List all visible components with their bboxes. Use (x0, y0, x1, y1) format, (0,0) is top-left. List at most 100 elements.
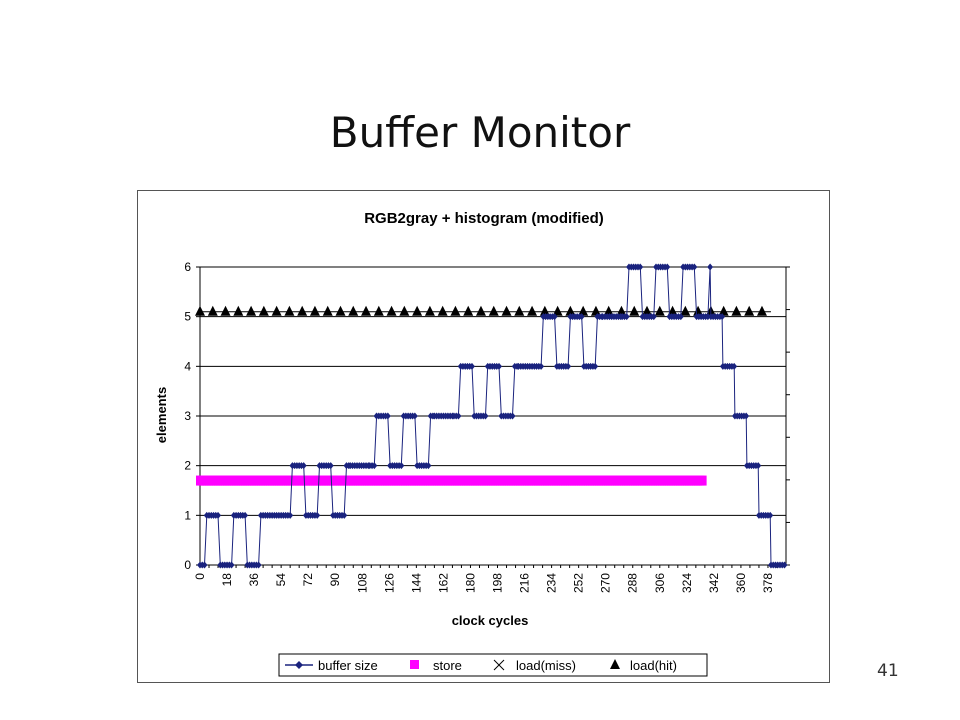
load-hit-point (361, 305, 372, 316)
x-tick-label: 108 (355, 573, 369, 593)
load-hit-point (322, 305, 333, 316)
buffer-size-point (592, 362, 599, 370)
x-tick-label: 252 (572, 573, 586, 593)
store-series (196, 475, 707, 486)
load-hit-point (744, 305, 755, 316)
load-hit-point (386, 305, 397, 316)
buffer-size-point (300, 462, 307, 470)
slide-title: Buffer Monitor (329, 108, 631, 157)
load-hit-point (514, 305, 525, 316)
legend-store-label: store (433, 658, 462, 673)
load-hit-point (348, 305, 359, 316)
load-hit-point (450, 305, 461, 316)
buffer-size-point (411, 412, 418, 420)
buffer-size-point (455, 412, 462, 420)
legend-box (278, 653, 708, 677)
buffer-size-point (201, 561, 208, 569)
load-hit-series (195, 305, 771, 316)
load-hit-point (680, 305, 691, 316)
chart-svg: RGB2gray + histogram (modified) 0123456 … (154, 210, 790, 677)
store-point (698, 475, 707, 486)
buffer-size-point (255, 561, 262, 569)
load-hit-point (488, 305, 499, 316)
x-tick-label: 54 (274, 573, 288, 587)
load-hit-point (578, 305, 589, 316)
load-hit-point (258, 305, 269, 316)
load-hit-point (246, 305, 257, 316)
y-tick-label: 2 (184, 459, 191, 473)
buffer-size-point (565, 362, 572, 370)
x-tick-labels: 0 18 36 54 72 90 108 126 144 162 180 198 216 234 252 27… (193, 573, 775, 593)
load-hit-point (693, 305, 704, 316)
x-tick-label: 36 (247, 573, 261, 587)
buffer-size-point (755, 462, 762, 470)
load-hit-point (539, 305, 550, 316)
y-tick-label: 5 (184, 310, 191, 324)
buffer-size-point (664, 263, 671, 271)
buffer-size-point (578, 313, 585, 321)
x-tick-label: 72 (301, 573, 315, 587)
page-number: 41 (877, 661, 899, 681)
load-hit-point (590, 305, 601, 316)
x-tick-label: 306 (653, 573, 667, 593)
load-hit-point (284, 305, 295, 316)
y-tick-label: 0 (184, 558, 191, 572)
buffer-size-point (468, 362, 475, 370)
y-tick-label: 1 (184, 508, 191, 522)
load-hit-point (616, 305, 627, 316)
x-tick-label: 378 (761, 573, 775, 593)
load-hit-point (399, 305, 410, 316)
x-tick-label: 162 (436, 573, 450, 593)
load-hit-point (195, 305, 205, 316)
load-hit-point (412, 305, 423, 316)
load-hit-point (463, 305, 474, 316)
buffer-size-point (341, 511, 348, 519)
buffer-size-point (496, 362, 503, 370)
y-tick-label: 4 (184, 359, 191, 373)
buffer-size-point (215, 511, 222, 519)
buffer-size-point (287, 511, 294, 519)
y-tick-label: 3 (184, 409, 191, 423)
load-hit-point (603, 305, 614, 316)
load-hit-point (565, 305, 576, 316)
load-hit-point (335, 305, 346, 316)
buffer-size-point (371, 462, 378, 470)
legend-store-marker (410, 660, 419, 669)
load-hit-point (756, 305, 767, 316)
buffer-size-point (482, 412, 489, 420)
load-hit-point (475, 305, 486, 316)
buffer-size-point (551, 313, 558, 321)
x-tick-label: 0 (193, 573, 207, 580)
buffer-size-point (425, 462, 432, 470)
x-tick-label: 90 (328, 573, 342, 587)
chart-title: RGB2gray + histogram (modified) (364, 210, 604, 227)
load-hit-point (207, 305, 218, 316)
load-hit-point (501, 305, 512, 316)
x-tick-label: 126 (382, 573, 396, 593)
buffer-size-point (327, 462, 334, 470)
load-hit-point (718, 305, 729, 316)
legend-buffer-marker (295, 661, 303, 669)
load-hit-point (271, 305, 282, 316)
load-hit-point (629, 305, 640, 316)
buffer-size-point (743, 412, 750, 420)
load-hit-point (527, 305, 538, 316)
x-tick-label: 198 (491, 573, 505, 593)
buffer-size-point (538, 362, 545, 370)
legend-miss-marker (493, 659, 505, 671)
load-hit-point (309, 305, 320, 316)
y-tick-label: 6 (184, 260, 191, 274)
load-hit-point (667, 305, 678, 316)
x-tick-label: 342 (707, 573, 721, 593)
x-tick-label: 144 (409, 573, 423, 593)
load-hit-point (731, 305, 742, 316)
x-tick-label: 270 (599, 573, 613, 593)
x-tick-label: 234 (545, 573, 559, 593)
axis-layer (196, 266, 790, 568)
x-tick-label: 180 (463, 573, 477, 593)
load-hit-point (642, 305, 653, 316)
load-hit-point (654, 305, 665, 316)
load-hit-point (424, 305, 435, 316)
load-hit-point (437, 305, 448, 316)
